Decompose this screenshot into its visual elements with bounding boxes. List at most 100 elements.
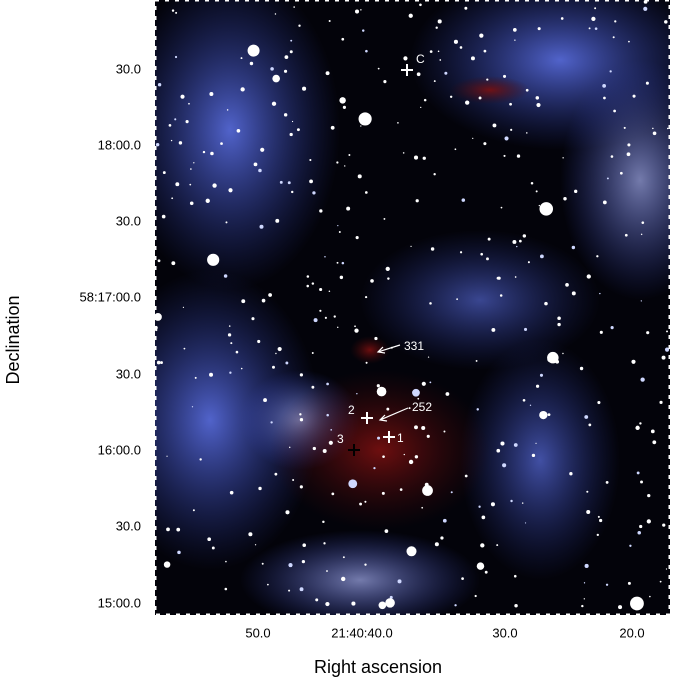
star bbox=[510, 499, 513, 503]
star bbox=[503, 154, 506, 157]
star bbox=[443, 430, 446, 433]
star bbox=[480, 543, 485, 548]
star bbox=[240, 57, 243, 60]
star bbox=[614, 20, 617, 23]
star bbox=[277, 346, 282, 352]
star bbox=[210, 151, 214, 156]
star bbox=[155, 142, 160, 147]
star bbox=[527, 261, 530, 264]
star bbox=[408, 13, 413, 18]
star bbox=[439, 59, 442, 61]
star bbox=[619, 171, 623, 175]
star bbox=[645, 81, 649, 85]
star bbox=[283, 69, 288, 73]
star bbox=[325, 71, 330, 76]
star bbox=[199, 458, 202, 461]
star bbox=[193, 162, 195, 164]
star bbox=[596, 533, 599, 537]
star bbox=[376, 386, 387, 397]
star bbox=[188, 102, 190, 105]
star bbox=[324, 255, 326, 258]
star bbox=[569, 472, 573, 476]
star bbox=[666, 330, 668, 333]
star bbox=[496, 276, 500, 280]
star bbox=[384, 529, 389, 533]
star bbox=[430, 247, 435, 251]
star bbox=[176, 527, 181, 532]
star bbox=[336, 161, 339, 164]
star bbox=[357, 174, 362, 179]
star bbox=[521, 502, 524, 504]
star bbox=[377, 67, 380, 70]
star bbox=[381, 491, 385, 495]
star bbox=[605, 480, 609, 484]
star bbox=[359, 502, 363, 506]
star bbox=[328, 19, 331, 23]
star bbox=[459, 251, 463, 254]
cross-1 bbox=[383, 431, 395, 443]
star bbox=[557, 322, 561, 327]
star bbox=[166, 527, 170, 532]
star bbox=[492, 123, 497, 128]
star bbox=[513, 443, 518, 447]
y-tick-label: 30.0 bbox=[116, 366, 141, 381]
star bbox=[194, 376, 197, 379]
star bbox=[382, 455, 385, 458]
star bbox=[228, 188, 233, 193]
star bbox=[513, 574, 517, 578]
star bbox=[475, 359, 478, 362]
cross-2 bbox=[361, 412, 373, 424]
star bbox=[247, 44, 260, 57]
star bbox=[325, 601, 330, 607]
star bbox=[230, 342, 233, 345]
star bbox=[182, 306, 185, 309]
star bbox=[161, 214, 166, 219]
star bbox=[659, 580, 662, 583]
star bbox=[249, 61, 254, 66]
star bbox=[440, 536, 444, 540]
star bbox=[163, 561, 171, 568]
star bbox=[474, 594, 477, 598]
star bbox=[476, 562, 485, 570]
star bbox=[652, 440, 657, 445]
star bbox=[618, 605, 623, 610]
stars bbox=[155, 0, 670, 611]
star bbox=[299, 373, 304, 377]
star bbox=[168, 124, 172, 127]
star bbox=[422, 485, 433, 496]
star bbox=[291, 120, 294, 123]
star bbox=[274, 13, 277, 15]
star bbox=[341, 261, 345, 265]
star bbox=[602, 84, 606, 88]
star bbox=[263, 398, 267, 403]
star bbox=[461, 577, 464, 580]
star bbox=[586, 274, 591, 279]
star bbox=[594, 7, 597, 10]
star bbox=[271, 365, 275, 369]
star bbox=[659, 400, 663, 404]
star bbox=[284, 55, 289, 60]
star bbox=[309, 158, 312, 162]
star bbox=[306, 284, 310, 288]
star bbox=[354, 325, 356, 328]
star bbox=[268, 293, 272, 297]
star bbox=[640, 300, 642, 302]
sky-image bbox=[155, 0, 670, 615]
star bbox=[623, 126, 626, 129]
y-tick-label: 30.0 bbox=[116, 518, 141, 533]
star bbox=[514, 276, 517, 278]
star bbox=[279, 180, 283, 184]
star bbox=[408, 459, 414, 465]
star bbox=[415, 199, 419, 203]
x-tick-label: 20.0 bbox=[619, 625, 644, 640]
star bbox=[253, 162, 258, 167]
star bbox=[599, 518, 603, 523]
star bbox=[376, 384, 380, 388]
star bbox=[341, 576, 346, 582]
star bbox=[454, 604, 457, 607]
star bbox=[417, 397, 420, 400]
star bbox=[421, 425, 426, 431]
star bbox=[299, 418, 304, 422]
star bbox=[312, 446, 316, 451]
star bbox=[209, 372, 214, 377]
